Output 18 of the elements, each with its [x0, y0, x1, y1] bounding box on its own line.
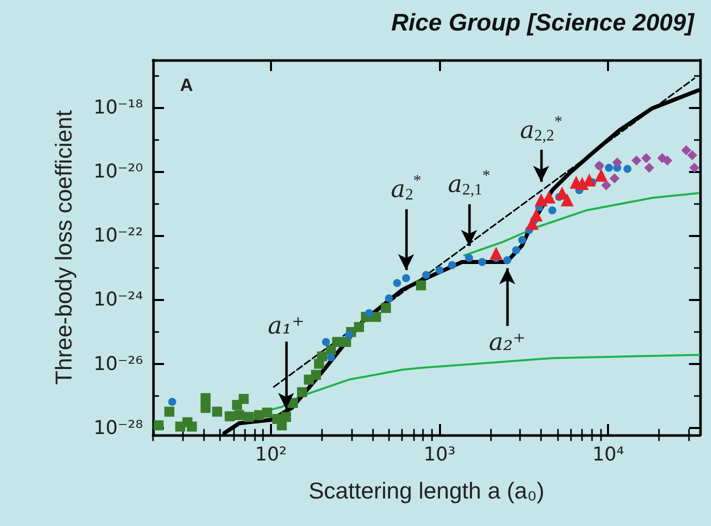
x-axis-title: Scattering length a (a₀) [308, 478, 544, 504]
annotation: A [180, 75, 193, 95]
y-tick-label: 10⁻²⁰ [94, 160, 143, 182]
y-tick-label: 10⁻²⁸ [94, 416, 143, 439]
y-tick-label: 10⁻²² [94, 224, 143, 247]
annotation: a2* [390, 172, 422, 204]
y-tick-label: 10⁻¹⁸ [94, 96, 143, 118]
annotation: a2,2* [520, 113, 562, 144]
annotation: a2,1* [448, 168, 490, 199]
annotation: a₂⁺ [488, 328, 526, 356]
y-axis-title: Three-body loss coefficient [50, 110, 76, 385]
x-tick-label: 10² [254, 444, 287, 466]
y-tick-label: 10⁻²⁴ [94, 288, 144, 311]
y-tick-label: 10⁻²⁶ [94, 352, 143, 375]
x-tick-label: 10⁴ [592, 444, 625, 466]
chart-title: Rice Group [Science 2009] [391, 10, 696, 36]
x-tick-label: 10³ [424, 444, 456, 466]
annotation: a₁⁺ [268, 312, 304, 340]
